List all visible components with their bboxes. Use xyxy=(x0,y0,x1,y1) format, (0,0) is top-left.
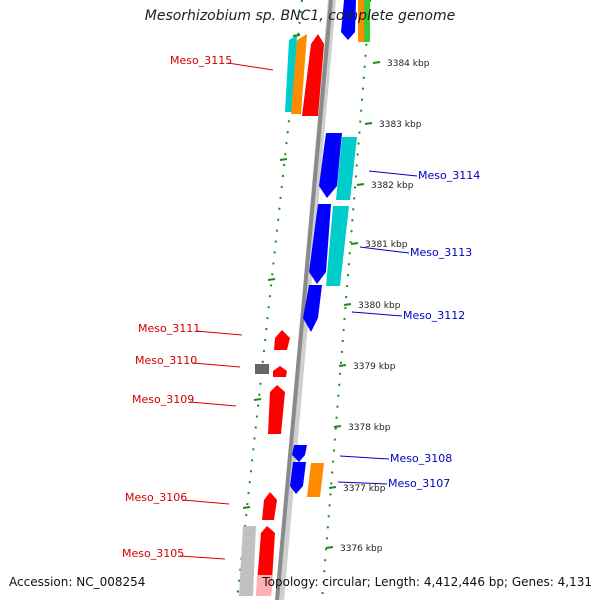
gene-label-right: Meso_3108 xyxy=(390,452,452,465)
left-label-line xyxy=(179,555,226,560)
gene-meso-3109 xyxy=(268,385,285,434)
gene-cyan-3113 xyxy=(326,206,349,286)
left-label-line xyxy=(182,499,230,505)
gene-label-right: Meso_3114 xyxy=(418,169,480,182)
gene-meso-3110 xyxy=(255,364,269,374)
scale-tick xyxy=(328,486,337,489)
scale-tick xyxy=(350,242,359,245)
scale-tick xyxy=(356,183,365,186)
left-label-line-group xyxy=(179,62,274,560)
scale-tick xyxy=(325,546,334,549)
gene-cyan-3114 xyxy=(336,137,357,200)
genome-summary-text: Topology: circular; Length: 4,412,446 bp… xyxy=(262,575,592,589)
backbone xyxy=(275,0,333,601)
gene-label-left: Meso_3105 xyxy=(122,547,184,560)
scale-label: 3382 kbp xyxy=(371,181,414,191)
gene-meso-3106 xyxy=(262,492,277,520)
scale-label: 3381 kbp xyxy=(365,240,408,250)
gene-orange-3115 xyxy=(291,34,307,114)
right-label-line-group xyxy=(337,170,418,485)
right-label-line xyxy=(368,170,418,177)
gene-top-orange xyxy=(358,0,364,42)
left-label-line xyxy=(192,362,241,368)
ring-tick xyxy=(253,398,262,401)
gene-label-left: Meso_3109 xyxy=(132,393,194,406)
scale-label: 3378 kbp xyxy=(348,423,391,433)
scale-label: 3377 kbp xyxy=(343,484,386,494)
right-label-line xyxy=(351,311,403,317)
gene-meso-3107 xyxy=(307,463,324,497)
gene-gray-3105 xyxy=(239,526,256,596)
gene-label-right: Meso_3112 xyxy=(403,309,465,322)
ring-tick xyxy=(279,158,288,161)
left-label-line xyxy=(189,401,237,407)
scale-label-group: 3384 kbp 3383 kbp 3382 kbp 3381 kbp 3380 kbp… xyxy=(340,59,430,554)
scale-label: 3383 kbp xyxy=(379,120,422,130)
gene-label-left: Meso_3106 xyxy=(125,491,187,504)
map-title: Mesorhizobium sp. BNC1, complete genome xyxy=(144,8,456,24)
scale-tick xyxy=(372,61,381,64)
gene-label-left: Meso_3111 xyxy=(138,322,200,335)
gene-meso-3111 xyxy=(274,330,290,350)
right-label-line xyxy=(337,481,388,485)
scale-tick xyxy=(364,122,373,125)
ring-tick xyxy=(267,278,276,281)
gene-label-right: Meso_3107 xyxy=(388,477,450,490)
scale-tick xyxy=(338,364,347,367)
right-label-line xyxy=(359,246,410,254)
gene-top-green xyxy=(364,0,370,42)
scale-label: 3384 kbp xyxy=(387,59,430,69)
right-label-line xyxy=(339,455,390,460)
gene-label-left: Meso_3110 xyxy=(135,354,197,367)
gene-top-blue xyxy=(341,0,356,40)
scale-tick xyxy=(343,303,352,306)
outer-ring-right xyxy=(321,0,371,601)
left-label-group: Meso_3115 Meso_3111 Meso_3110 Meso_3109 Meso… xyxy=(122,54,232,560)
left-label-line xyxy=(227,62,274,71)
ring-tick xyxy=(242,506,251,509)
gene-blue-3107 xyxy=(290,462,306,494)
scale-label: 3376 kbp xyxy=(340,544,383,554)
gene-red-3110b xyxy=(273,366,287,377)
gene-pink-3105 xyxy=(256,575,272,596)
right-label-group: Meso_3114 Meso_3113 Meso_3112 Meso_3108 Meso… xyxy=(388,169,480,490)
scale-tick-group xyxy=(242,34,381,549)
accession-text: Accession: NC_008254 xyxy=(9,575,146,589)
scale-tick xyxy=(333,425,342,428)
scale-label: 3379 kbp xyxy=(353,362,396,372)
gene-meso-3115 xyxy=(302,34,324,116)
ring-tick xyxy=(292,34,301,37)
gene-label-right: Meso_3113 xyxy=(410,246,472,259)
gene-label-left: Meso_3115 xyxy=(170,54,232,67)
gene-meso-3108 xyxy=(292,445,307,462)
scale-label: 3380 kbp xyxy=(358,301,401,311)
gene-meso-3112 xyxy=(303,285,322,332)
gene-meso-3113 xyxy=(309,204,331,284)
gene-meso-3114 xyxy=(319,133,342,198)
left-label-line xyxy=(195,330,243,336)
